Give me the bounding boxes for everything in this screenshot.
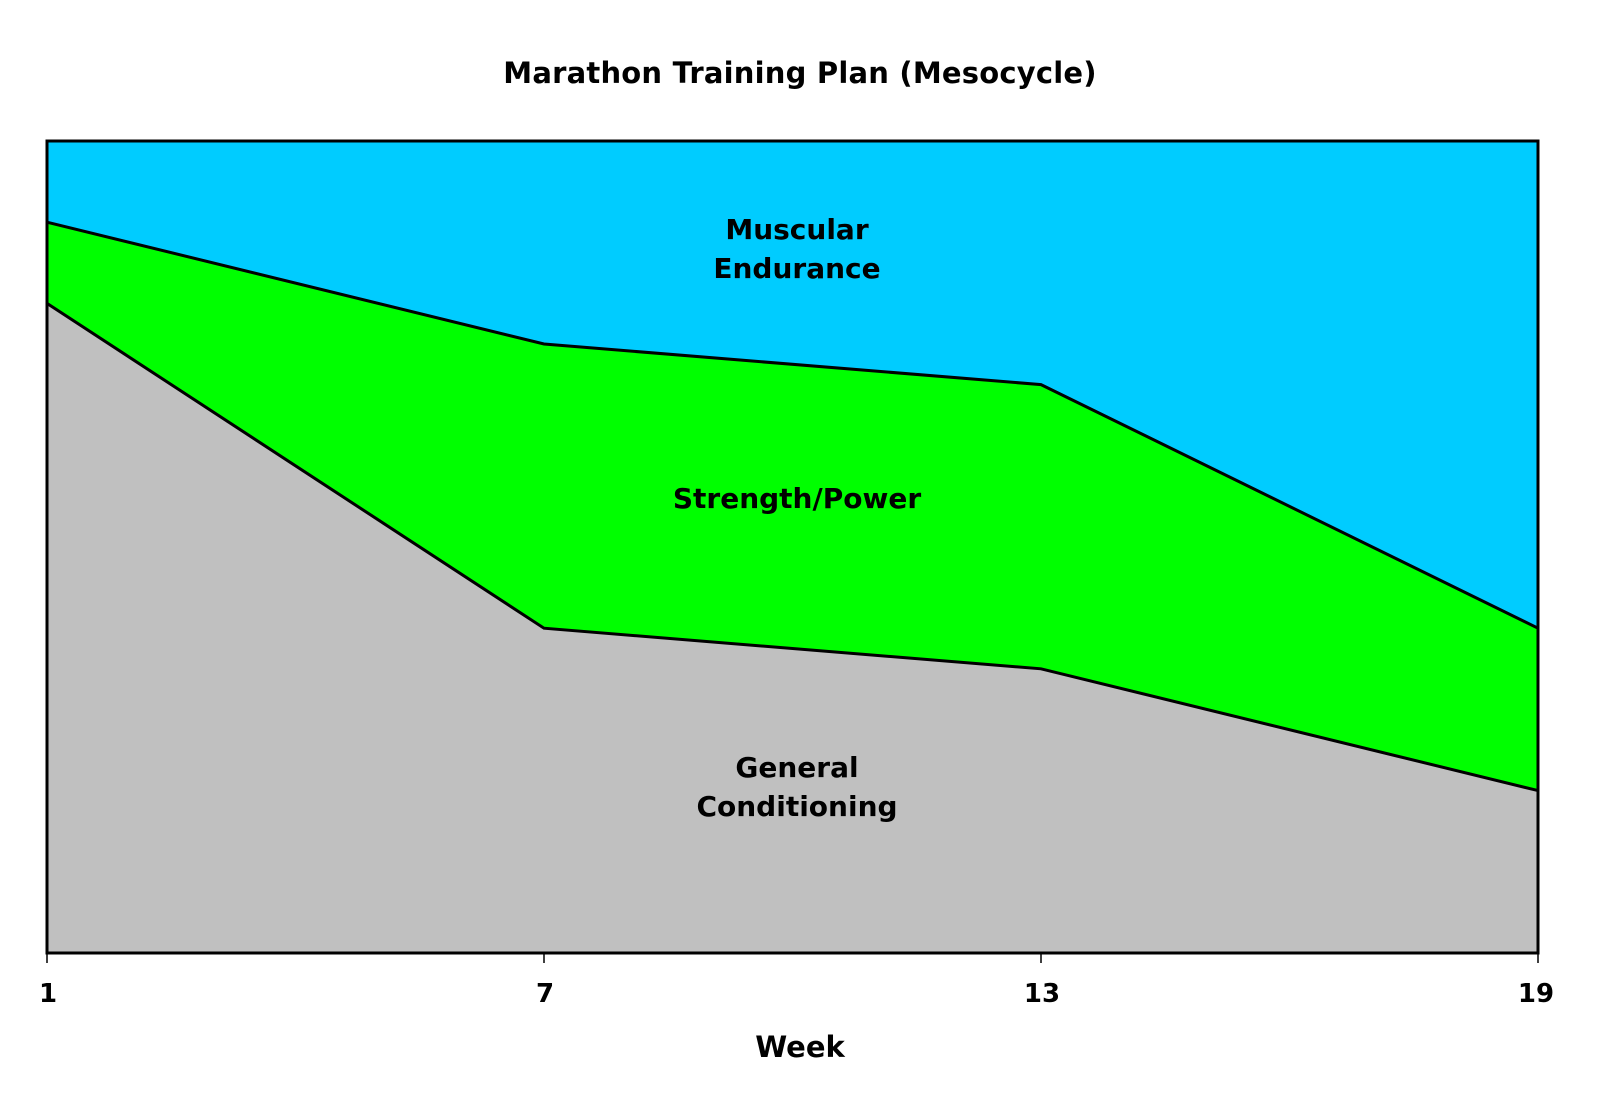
label-muscular-endurance-line1: Muscular xyxy=(725,213,868,246)
chart-title: Marathon Training Plan (Mesocycle) xyxy=(503,56,1097,90)
label-muscular-endurance-line2: Endurance xyxy=(713,252,880,285)
x-tick-label-7: 7 xyxy=(536,979,554,1009)
label-strength-power: Strength/Power xyxy=(673,482,921,515)
boundary-line xyxy=(46,220,1539,630)
x-tick-label-13: 13 xyxy=(1024,979,1060,1009)
x-tick-label-1: 1 xyxy=(39,979,57,1009)
plot-area-border xyxy=(45,139,1540,955)
x-tick-label-19: 19 xyxy=(1518,979,1554,1009)
area-strength-power xyxy=(47,222,1538,791)
area-general-conditioning xyxy=(47,303,1538,953)
series-boundary-lines xyxy=(46,220,1539,793)
x-axis-title: Week xyxy=(755,1030,845,1064)
x-axis-ticks xyxy=(46,953,1539,963)
stacked-areas xyxy=(47,141,1538,953)
label-general-conditioning-line1: General xyxy=(735,751,858,784)
area-muscular-endurance xyxy=(47,141,1538,629)
label-general-conditioning-line2: Conditioning xyxy=(696,790,897,823)
boundary-line xyxy=(46,302,1539,793)
